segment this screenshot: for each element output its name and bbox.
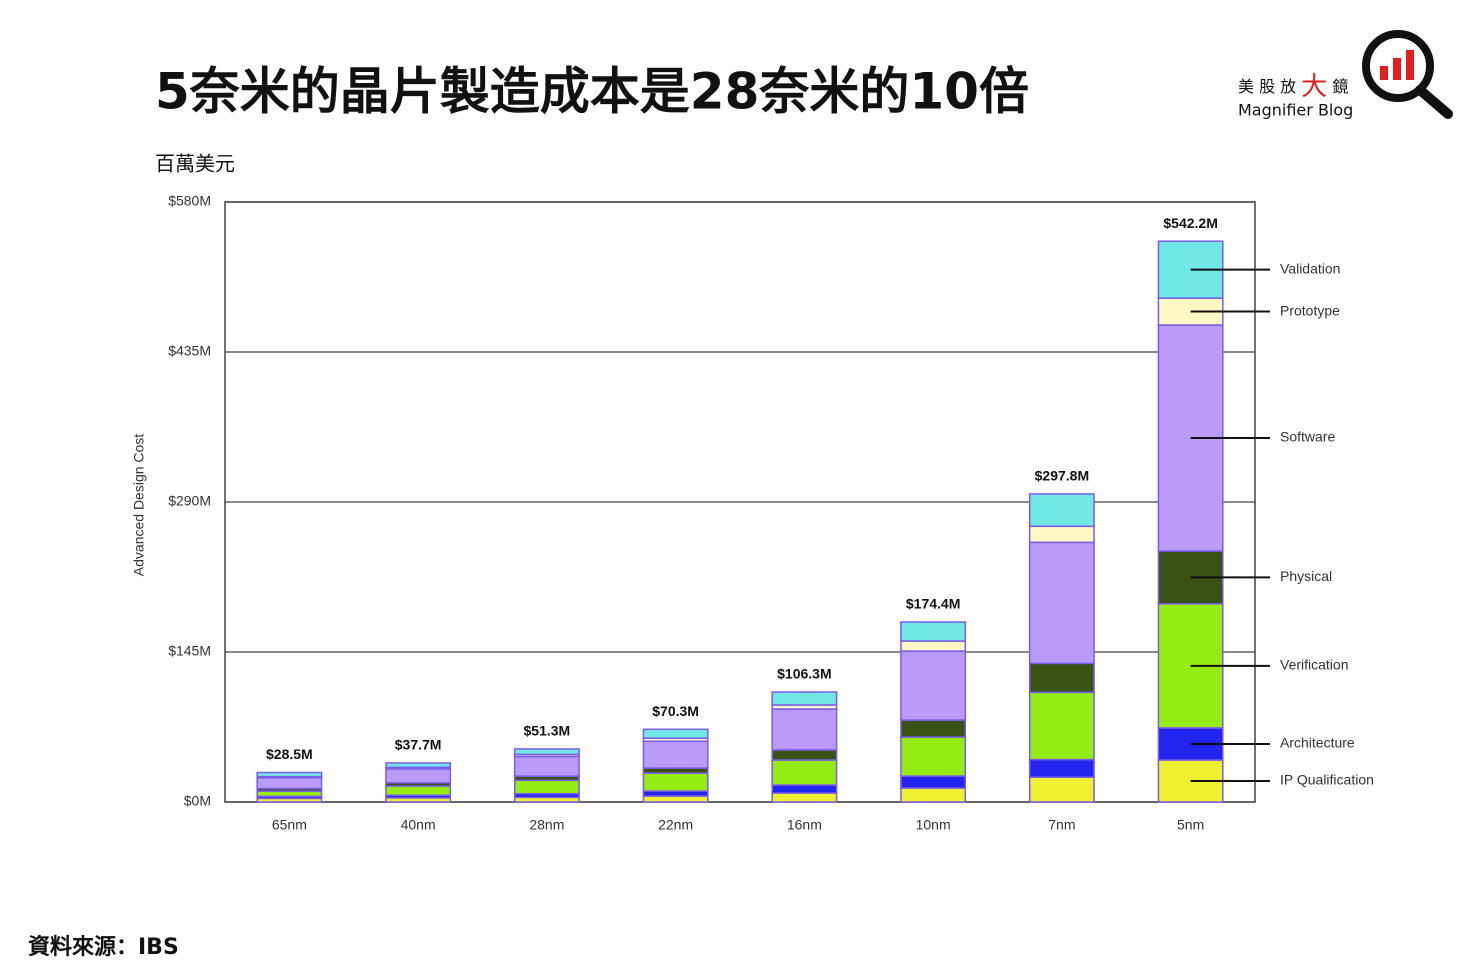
bar-segment xyxy=(256,790,323,798)
logo-part: 大 xyxy=(1301,72,1327,102)
bar-segment xyxy=(513,779,580,795)
total-label: $542.2M xyxy=(1163,215,1217,231)
bar-segment xyxy=(900,775,967,789)
total-label: $37.7M xyxy=(395,737,442,753)
x-tick-label: 65nm xyxy=(272,817,307,833)
x-tick-label: 16nm xyxy=(787,817,822,833)
bar-segment xyxy=(385,768,452,784)
total-label: $28.5M xyxy=(266,746,313,762)
bar-segment xyxy=(513,748,580,756)
bar-segment xyxy=(642,772,709,792)
bar-segment xyxy=(900,621,967,642)
bar-segment xyxy=(642,728,709,739)
y-tick-label: $580M xyxy=(168,193,211,209)
y-tick-label: $435M xyxy=(168,343,211,359)
bar-segment xyxy=(771,708,838,751)
legend-label: Validation xyxy=(1280,260,1340,276)
chart-title: 5奈米的晶片製造成本是28奈米的10倍 xyxy=(155,63,1029,121)
bar-segment xyxy=(900,787,967,803)
legend-label: IP Qualification xyxy=(1280,772,1374,788)
bar-segment xyxy=(900,719,967,738)
logo-lens xyxy=(1362,30,1434,102)
bar-segment xyxy=(642,740,709,769)
bar-segment xyxy=(513,755,580,777)
logo-handle xyxy=(1415,85,1453,119)
plot-frame xyxy=(224,201,1256,803)
bar-segment xyxy=(256,771,323,778)
source: 資料來源：IBS xyxy=(28,934,179,960)
bar-segment xyxy=(385,785,452,797)
bar-segment xyxy=(1028,541,1095,665)
x-tick-label: 40nm xyxy=(401,817,436,833)
bar-segment xyxy=(771,792,838,803)
total-label: $174.4M xyxy=(906,596,960,612)
x-tick-label: 28nm xyxy=(529,817,564,833)
total-label: $51.3M xyxy=(524,723,571,739)
bar-segment xyxy=(900,736,967,777)
logo-icon xyxy=(1393,58,1401,80)
y-tick-label: $145M xyxy=(168,643,211,659)
legend-label: Physical xyxy=(1280,568,1332,584)
y-tick-label: $290M xyxy=(168,493,211,509)
logo-icon xyxy=(1380,66,1388,80)
bar-segment xyxy=(771,759,838,786)
bar-segment xyxy=(771,784,838,794)
legend-label: Software xyxy=(1280,429,1335,445)
bar-segment xyxy=(900,650,967,721)
bar-segment xyxy=(1028,493,1095,528)
legend-label: Verification xyxy=(1280,657,1348,673)
bar-segment xyxy=(385,762,452,769)
logo-icon xyxy=(1406,50,1414,80)
total-label: $297.8M xyxy=(1035,468,1089,484)
bar-segment xyxy=(1028,662,1095,694)
logo-part: 美 股 放 xyxy=(1238,77,1301,96)
bar-segment xyxy=(1028,525,1095,544)
x-tick-label: 5nm xyxy=(1177,817,1204,833)
logo: 美 股 放 大 鏡 Magnifier Blog xyxy=(1238,30,1453,120)
logo-subtitle: Magnifier Blog xyxy=(1238,101,1353,120)
bar-segment xyxy=(1028,758,1095,778)
bar-segment xyxy=(256,776,323,790)
logo-text: 美 股 放 大 鏡 xyxy=(1238,72,1348,102)
y-tick-label: $0M xyxy=(184,793,211,809)
bar-segment xyxy=(771,691,838,706)
x-tick-label: 7nm xyxy=(1048,817,1075,833)
unit-label: 百萬美元 xyxy=(155,152,235,176)
legend-label: Architecture xyxy=(1280,735,1355,751)
y-axis-label: Advanced Design Cost xyxy=(131,434,147,577)
bar-segment xyxy=(900,640,967,652)
x-tick-label: 10nm xyxy=(916,817,951,833)
total-label: $70.3M xyxy=(652,703,699,719)
bar-segment xyxy=(771,749,838,761)
logo-part: 鏡 xyxy=(1327,77,1348,96)
total-label: $106.3M xyxy=(777,666,831,682)
bar-segment xyxy=(1028,776,1095,803)
legend-label: Prototype xyxy=(1280,302,1340,318)
bar-segment xyxy=(1028,691,1095,761)
bar-segment xyxy=(642,795,709,803)
x-tick-label: 22nm xyxy=(658,817,693,833)
